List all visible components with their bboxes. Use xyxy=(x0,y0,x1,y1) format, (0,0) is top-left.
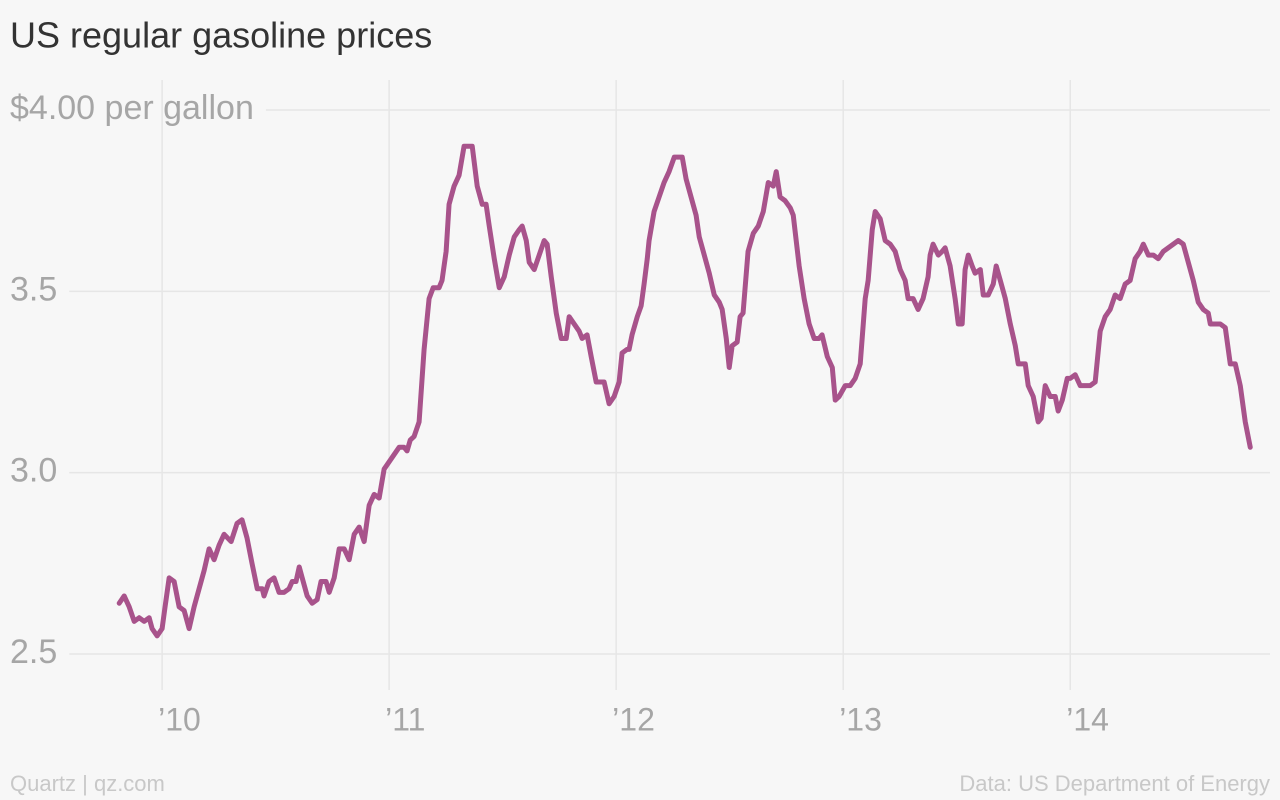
x-tick-label: ’13 xyxy=(839,701,882,737)
y-tick-label: 3.5 xyxy=(10,270,57,308)
grid: ’10 ’11 ’12 ’13 ’14 2.5 3.0 3.5 $4.00 per gallon xyxy=(10,80,1270,737)
price-line xyxy=(116,143,1253,639)
x-tick-label: ’11 xyxy=(385,701,425,737)
x-tick-label: ’12 xyxy=(612,701,655,737)
y-tick-label: $4.00 per gallon xyxy=(10,89,254,127)
credit: Quartz | qz.com xyxy=(10,771,165,796)
source: Data: US Department of Energy xyxy=(959,771,1270,796)
y-tick-label: 2.5 xyxy=(10,633,57,671)
plot-area xyxy=(116,143,1253,639)
y-tick-label: 3.0 xyxy=(10,452,57,490)
chart-title: US regular gasoline prices xyxy=(10,15,432,56)
x-tick-label: ’10 xyxy=(158,701,201,737)
x-tick-label: ’14 xyxy=(1066,701,1109,737)
